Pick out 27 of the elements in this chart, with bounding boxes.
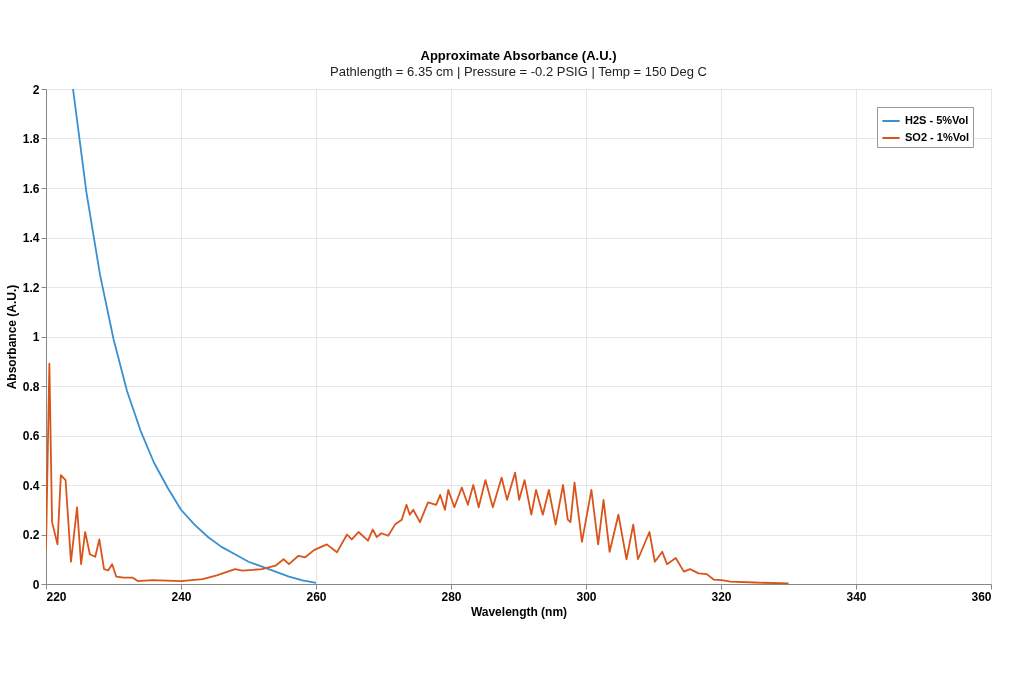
y-tick-label: 2 bbox=[32, 82, 40, 97]
y-tick-label: 0 bbox=[32, 577, 40, 592]
x-tick-label: 220 bbox=[46, 589, 67, 604]
x-tick-label: 320 bbox=[711, 589, 732, 604]
x-tick-label: 240 bbox=[171, 589, 192, 604]
legend-label: SO2 - 1%Vol bbox=[905, 131, 969, 143]
chart-title: Approximate Absorbance (A.U.) bbox=[420, 48, 617, 63]
y-tick-label: 1.2 bbox=[22, 280, 40, 295]
y-tick-label: 0.2 bbox=[22, 528, 40, 542]
y-tick-label: 1.6 bbox=[22, 181, 40, 196]
x-tick-label: 300 bbox=[576, 589, 597, 604]
y-tick-label: 0.4 bbox=[22, 478, 40, 493]
x-tick-label: 260 bbox=[306, 589, 327, 604]
line-series bbox=[46, 362, 790, 584]
y-tick-label: 0.6 bbox=[22, 429, 40, 443]
chart-subtitle: Pathlength = 6.35 cm | Pressure = -0.2 PSIG | Temp = 150 Deg C bbox=[330, 64, 707, 79]
line-series bbox=[72, 89, 317, 584]
y-tick-label: 0.8 bbox=[22, 379, 40, 394]
x-axis-title: Wavelength (nm) bbox=[470, 604, 568, 619]
legend-label: H2S - 5%Vol bbox=[905, 114, 969, 126]
y-axis-title: Absorbance (A.U.) bbox=[4, 284, 19, 390]
x-tick-label: 340 bbox=[846, 589, 867, 604]
y-tick-label: 1.4 bbox=[22, 231, 40, 245]
x-tick-label: 360 bbox=[971, 589, 992, 604]
y-tick-label: 1 bbox=[32, 330, 40, 344]
x-tick-label: 280 bbox=[441, 589, 462, 604]
y-tick-label: 1.8 bbox=[22, 132, 40, 146]
